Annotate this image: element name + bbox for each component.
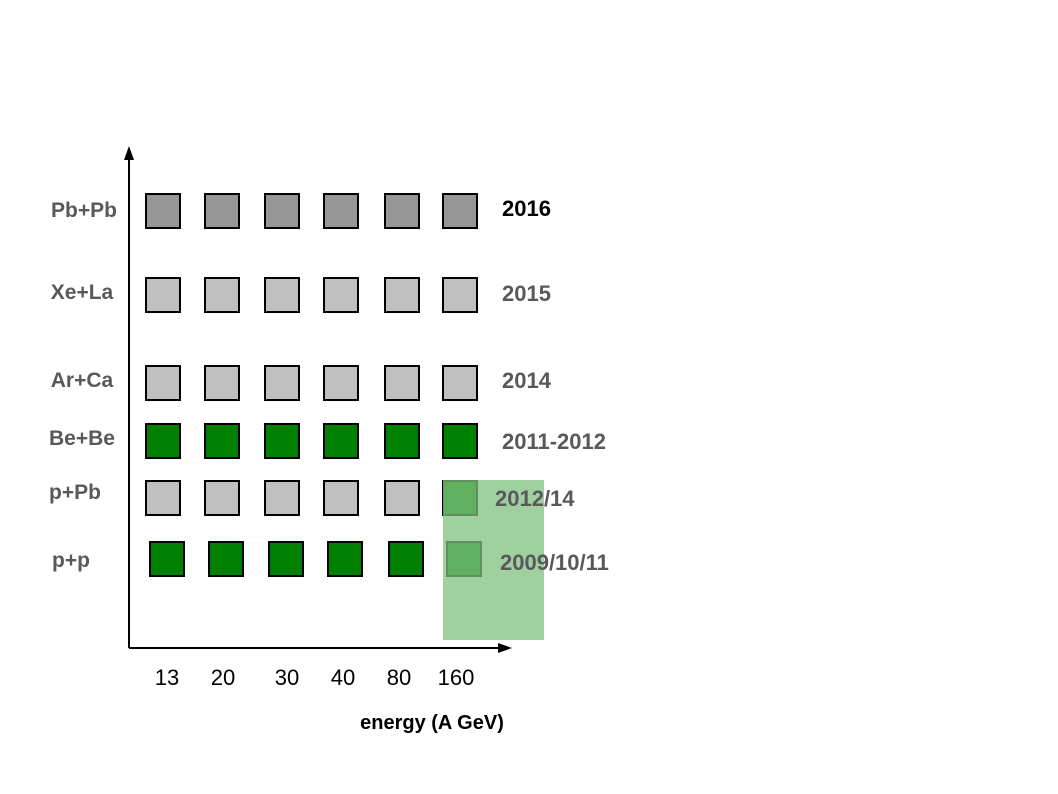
cell-p-p-20 bbox=[208, 541, 244, 577]
cell-pb-pb-20 bbox=[204, 193, 240, 229]
cell-ar-ca-160 bbox=[442, 365, 478, 401]
year-label: 2011-2012 bbox=[502, 429, 606, 454]
cell-p-p-13 bbox=[149, 541, 185, 577]
cell-p-p-40 bbox=[327, 541, 363, 577]
x-tick-label: 160 bbox=[438, 665, 475, 690]
cell-pb-pb-13 bbox=[145, 193, 181, 229]
cell-xe-la-13 bbox=[145, 277, 181, 313]
y-axis-arrow bbox=[124, 146, 134, 160]
cell-ar-ca-20 bbox=[204, 365, 240, 401]
cell-p-p-80 bbox=[388, 541, 424, 577]
cells-layer bbox=[145, 193, 482, 577]
cell-p-pb-40 bbox=[323, 480, 359, 516]
cell-xe-la-80 bbox=[384, 277, 420, 313]
cell-pb-pb-40 bbox=[323, 193, 359, 229]
cell-be-be-160 bbox=[442, 423, 478, 459]
cell-be-be-40 bbox=[323, 423, 359, 459]
cell-p-pb-20 bbox=[204, 480, 240, 516]
year-label: 2015 bbox=[502, 281, 551, 306]
cell-pb-pb-80 bbox=[384, 193, 420, 229]
cell-be-be-80 bbox=[384, 423, 420, 459]
x-axis-arrow bbox=[498, 643, 512, 653]
year-label: 2009/10/11 bbox=[500, 550, 609, 575]
cell-ar-ca-13 bbox=[145, 365, 181, 401]
cell-xe-la-20 bbox=[204, 277, 240, 313]
cell-be-be-30 bbox=[264, 423, 300, 459]
cell-xe-la-30 bbox=[264, 277, 300, 313]
x-tick-label: 20 bbox=[211, 665, 235, 690]
system-label: Xe+La bbox=[51, 281, 114, 304]
cell-xe-la-40 bbox=[323, 277, 359, 313]
system-label: Pb+Pb bbox=[51, 199, 117, 222]
cell-pb-pb-30 bbox=[264, 193, 300, 229]
cell-be-be-13 bbox=[145, 423, 181, 459]
cell-be-be-20 bbox=[204, 423, 240, 459]
cell-ar-ca-80 bbox=[384, 365, 420, 401]
cell-p-pb-13 bbox=[145, 480, 181, 516]
x-tick-label: 80 bbox=[387, 665, 411, 690]
system-label: Be+Be bbox=[49, 427, 115, 450]
cell-ar-ca-40 bbox=[323, 365, 359, 401]
x-tick-label: 40 bbox=[331, 665, 355, 690]
cell-pb-pb-160 bbox=[442, 193, 478, 229]
year-label: 2014 bbox=[502, 368, 552, 393]
system-label: Ar+Ca bbox=[51, 369, 114, 392]
cell-ar-ca-30 bbox=[264, 365, 300, 401]
cell-xe-la-160 bbox=[442, 277, 478, 313]
system-label: p+Pb bbox=[49, 481, 101, 504]
year-label: 2016 bbox=[502, 196, 551, 221]
x-axis-title: energy (A GeV) bbox=[360, 712, 504, 734]
x-tick-label: 13 bbox=[155, 665, 179, 690]
system-label: p+p bbox=[52, 549, 90, 572]
labels-layer: Pb+Pb 2016 Xe+La 2015 Ar+Ca 2014 Be+Be 2011-201… bbox=[49, 196, 609, 690]
cell-p-p-30 bbox=[268, 541, 304, 577]
year-label: 2012/14 bbox=[495, 486, 575, 511]
highlight-region bbox=[443, 480, 544, 640]
cell-p-pb-30 bbox=[264, 480, 300, 516]
x-tick-label: 30 bbox=[275, 665, 299, 690]
cell-p-pb-80 bbox=[384, 480, 420, 516]
